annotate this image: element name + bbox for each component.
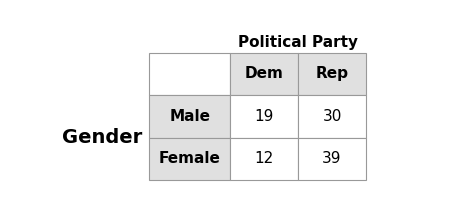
Text: Dem: Dem [245,67,283,81]
Bar [149,95,230,137]
Text: Female: Female [159,151,220,166]
Bar [298,137,366,180]
Text: 12: 12 [255,151,273,166]
Text: Rep: Rep [316,67,348,81]
Text: 19: 19 [255,109,274,124]
Bar [298,53,366,95]
Text: 30: 30 [322,109,342,124]
Bar [298,95,366,137]
Text: Male: Male [169,109,210,124]
Bar [149,53,230,95]
Bar [230,53,298,95]
Bar [230,137,298,180]
Text: Political Party: Political Party [238,35,358,50]
Text: Gender: Gender [62,128,142,147]
Bar [230,95,298,137]
Bar [149,137,230,180]
Text: 39: 39 [322,151,342,166]
